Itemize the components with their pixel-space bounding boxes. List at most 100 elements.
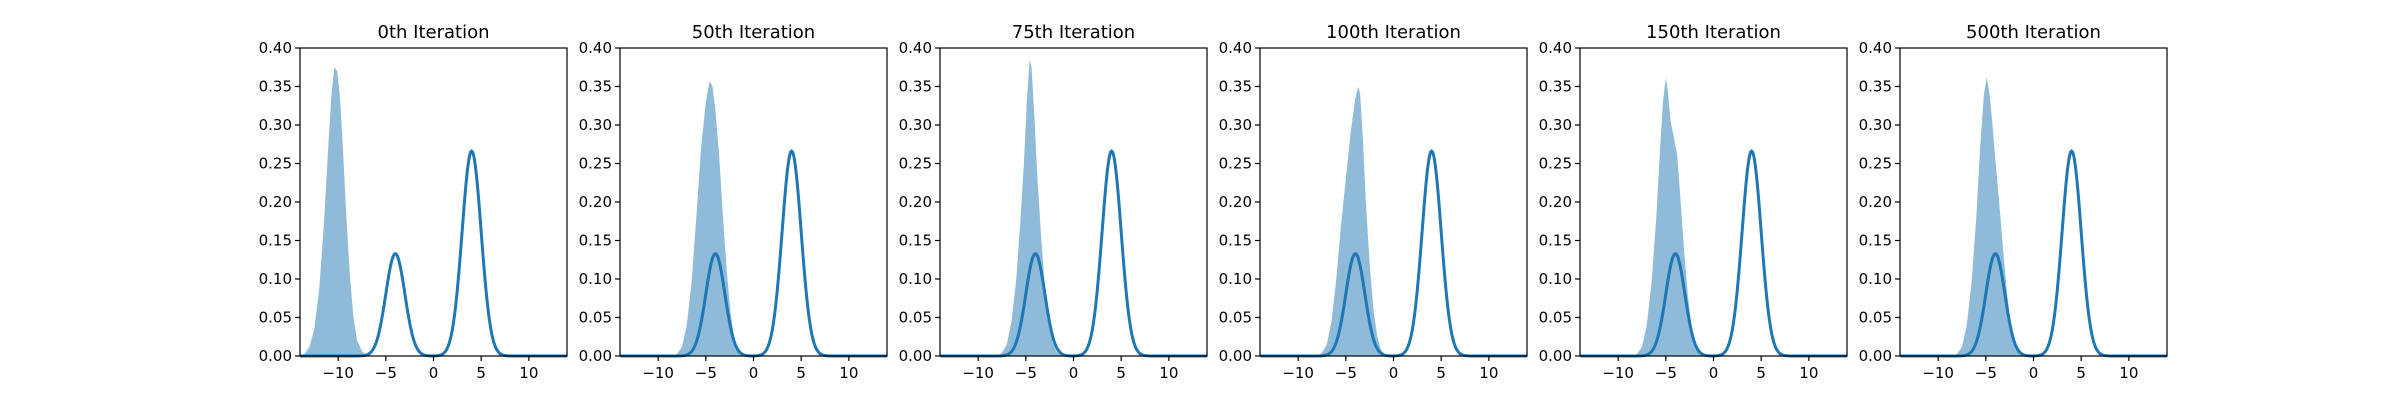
y-tick-label: 0.30 [1219, 116, 1252, 134]
axes-frame [619, 47, 888, 357]
subplot-3: 100th Iteration −10 −5 0 5 10 0.00 0.05 0.10 0.15… [1219, 22, 1528, 382]
x-tick-label: −10 [1922, 364, 1954, 382]
x-tick-label: −5 [1975, 364, 1997, 382]
x-tick-label: 0 [1389, 364, 1399, 382]
y-tick-label: 0.05 [1539, 309, 1572, 327]
y-tick-label: 0.20 [259, 193, 292, 211]
y-tick-label: 0.40 [1219, 39, 1252, 57]
y-tick-label: 0.10 [259, 270, 292, 288]
x-tick-label: 5 [1436, 364, 1446, 382]
y-tick-label: 0.10 [1859, 270, 1892, 288]
y-tick-label: 0.40 [899, 39, 932, 57]
y-tick-label: 0.05 [1219, 309, 1252, 327]
sample-density-area [300, 67, 372, 356]
y-tick-label: 0.15 [1539, 232, 1572, 250]
x-tick-label: 10 [519, 364, 538, 382]
y-tick-label: 0.20 [899, 193, 932, 211]
target-density-line [620, 149, 887, 358]
y-tick-label: 0.35 [1539, 78, 1572, 96]
y-tick-label: 0.10 [899, 270, 932, 288]
y-tick-label: 0.15 [1219, 232, 1252, 250]
y-tick-label: 0.25 [579, 155, 612, 173]
x-tick-label: −10 [322, 364, 354, 382]
x-tick-label: 10 [2119, 364, 2138, 382]
y-tick-label: 0.20 [1859, 193, 1892, 211]
x-tick-label: 0 [429, 364, 439, 382]
y-tick-label: 0.25 [1859, 155, 1892, 173]
y-tick-label: 0.15 [1859, 232, 1892, 250]
x-tick-label: −5 [695, 364, 717, 382]
x-tick-label: −10 [1282, 364, 1314, 382]
subplot-title: 100th Iteration [1326, 22, 1461, 43]
y-tick-label: 0.05 [899, 309, 932, 327]
y-tick-label: 0.20 [1539, 193, 1572, 211]
y-tick-label: 0.00 [1859, 347, 1892, 365]
sample-density-area [997, 59, 1066, 357]
subplot-title: 75th Iteration [1012, 22, 1135, 43]
x-tick-label: −10 [642, 364, 674, 382]
x-tick-label: 10 [1479, 364, 1498, 382]
y-tick-label: 0.10 [1539, 270, 1572, 288]
x-tick-label: 10 [1159, 364, 1178, 382]
axes-frame [1579, 47, 1848, 357]
x-tick-label: −5 [1015, 364, 1037, 382]
x-tick-label: 5 [1116, 364, 1126, 382]
y-tick-label: 0.00 [899, 347, 932, 365]
x-tick-label: 5 [476, 364, 486, 382]
y-tick-label: 0.35 [1219, 78, 1252, 96]
y-tick-label: 0.10 [579, 270, 612, 288]
subplot-4: 150th Iteration −10 −5 0 5 10 0.00 0.05 0.10 0.15… [1539, 22, 1848, 382]
x-tick-label: −10 [1602, 364, 1634, 382]
sample-density-area [672, 81, 749, 357]
y-tick-label: 0.00 [1219, 347, 1252, 365]
target-density-line [1260, 149, 1527, 358]
y-tick-label: 0.20 [579, 193, 612, 211]
y-tick-label: 0.30 [579, 116, 612, 134]
subplot-title: 50th Iteration [692, 22, 815, 43]
sample-density-area [1317, 86, 1391, 356]
sample-density-area [1632, 77, 1705, 356]
y-tick-label: 0.30 [259, 116, 292, 134]
x-tick-label: −5 [1655, 364, 1677, 382]
target-density-line [1580, 149, 1847, 358]
y-tick-label: 0.05 [1859, 309, 1892, 327]
sample-density-area [1952, 77, 2024, 356]
y-tick-label: 0.15 [259, 232, 292, 250]
y-tick-label: 0.30 [899, 116, 932, 134]
subplot-title: 500th Iteration [1966, 22, 2101, 43]
y-tick-label: 0.25 [1539, 155, 1572, 173]
x-tick-label: 5 [2076, 364, 2086, 382]
y-tick-label: 0.30 [1539, 116, 1572, 134]
axes-frame [1899, 47, 2168, 357]
y-tick-label: 0.40 [1539, 39, 1572, 57]
y-tick-label: 0.40 [579, 39, 612, 57]
y-tick-label: 0.25 [1219, 155, 1252, 173]
y-tick-label: 0.40 [1859, 39, 1892, 57]
y-tick-label: 0.15 [899, 232, 932, 250]
y-tick-label: 0.00 [259, 347, 292, 365]
subplot-5: 500th Iteration −10 −5 0 5 10 0.00 0.05 0.10 0.15… [1859, 22, 2168, 382]
x-tick-label: −10 [962, 364, 994, 382]
y-tick-label: 0.05 [259, 309, 292, 327]
axes-frame [939, 47, 1208, 357]
y-tick-label: 0.20 [1219, 193, 1252, 211]
x-tick-label: 10 [1799, 364, 1818, 382]
x-tick-label: −5 [1335, 364, 1357, 382]
target-density-line [940, 149, 1207, 358]
x-tick-label: 0 [749, 364, 759, 382]
x-tick-label: 5 [1756, 364, 1766, 382]
y-tick-label: 0.15 [579, 232, 612, 250]
subplot-0: 0th Iteration −10 −5 0 5 10 0.00 0.05 0.10 0.15 0.… [259, 22, 568, 382]
axes-frame [1259, 47, 1528, 357]
x-tick-label: 0 [1709, 364, 1719, 382]
x-tick-label: 0 [2029, 364, 2039, 382]
target-density-line [1900, 149, 2167, 358]
y-tick-label: 0.30 [1859, 116, 1892, 134]
y-tick-label: 0.35 [899, 78, 932, 96]
y-tick-label: 0.10 [1219, 270, 1252, 288]
y-tick-label: 0.00 [579, 347, 612, 365]
y-tick-label: 0.35 [259, 78, 292, 96]
y-tick-label: 0.40 [259, 39, 292, 57]
x-tick-label: 10 [839, 364, 858, 382]
